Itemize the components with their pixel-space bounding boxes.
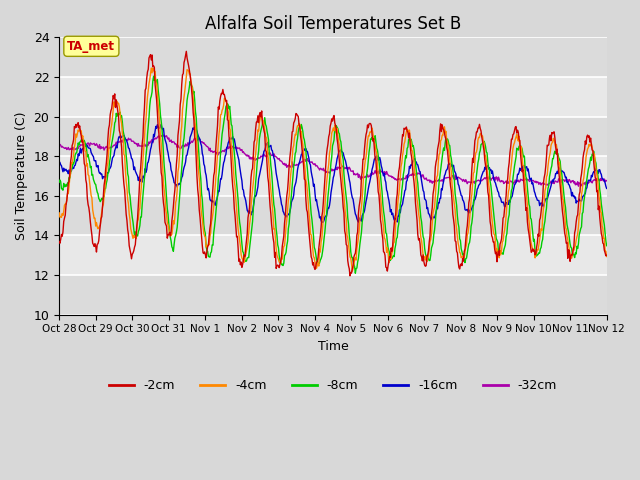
X-axis label: Time: Time: [317, 340, 348, 353]
Text: TA_met: TA_met: [67, 40, 115, 53]
Bar: [59, 37, 607, 77]
Bar: [59, 117, 607, 156]
Title: Alfalfa Soil Temperatures Set B: Alfalfa Soil Temperatures Set B: [205, 15, 461, 33]
Legend: -2cm, -4cm, -8cm, -16cm, -32cm: -2cm, -4cm, -8cm, -16cm, -32cm: [104, 374, 562, 397]
Y-axis label: Soil Temperature (C): Soil Temperature (C): [15, 112, 28, 240]
Bar: [59, 275, 607, 314]
Bar: [59, 196, 607, 235]
